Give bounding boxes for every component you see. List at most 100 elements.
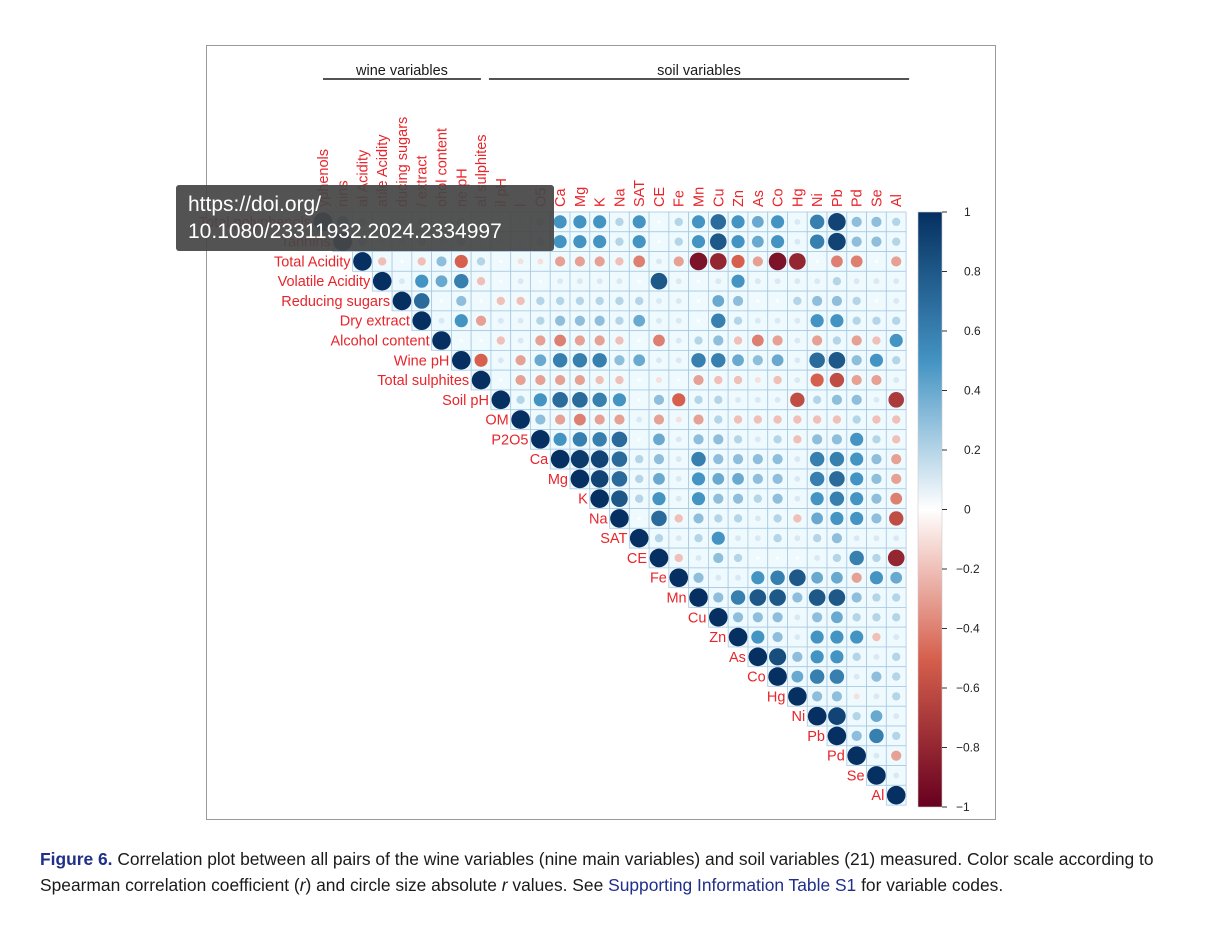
correlation-circle [651,510,667,527]
correlation-circle [537,258,544,265]
correlation-circle [829,669,845,684]
correlation-circle [810,314,824,328]
correlation-circle [892,316,901,325]
correlation-circle [889,511,904,526]
column-label: CE [652,187,668,207]
correlation-circle [873,535,880,542]
correlation-circle [733,553,743,563]
correlation-circle [873,693,880,700]
correlation-circle [830,630,844,644]
correlation-circle [853,673,860,680]
correlation-circle [768,252,787,271]
correlation-circle [872,613,881,622]
column-label: Mg [573,187,589,207]
correlation-circle [831,691,842,702]
correlation-circle [732,473,744,485]
correlation-circle [851,394,862,405]
correlation-circle [552,392,568,408]
colorbar-tick-label: −0.2 [956,562,980,576]
correlation-circle [872,553,881,563]
colorbar-tick-label: −0.8 [956,741,980,755]
correlation-circle [517,278,524,285]
column-label: Ni [810,193,826,207]
colorbar-tick-label: −0.4 [956,622,980,636]
row-label: Mg [548,472,568,488]
correlation-circle [573,235,587,249]
correlation-circle [592,432,607,447]
correlation-circle [753,415,762,424]
correlation-circle [633,354,646,367]
correlation-circle [593,215,607,229]
correlation-circle [756,299,760,303]
correlation-circle [637,338,641,343]
correlation-circle [772,335,783,346]
correlation-circle [615,217,624,227]
correlation-circle [831,434,842,445]
correlation-circle [656,317,662,324]
correlation-circle [788,687,807,706]
supporting-info-link[interactable]: Supporting Information Table S1 [608,875,857,895]
correlation-circle [557,278,564,285]
correlation-circle [652,492,666,506]
correlation-circle [570,450,589,469]
correlation-circle [439,299,444,303]
correlation-circle [497,317,504,324]
correlation-circle [809,669,825,684]
colorbar-tick-label: 0.8 [964,265,981,279]
correlation-circle [517,258,524,265]
correlation-circle [751,630,765,644]
correlation-circle [378,257,387,266]
correlation-circle [832,277,842,286]
correlation-circle [814,278,821,285]
correlation-circle [772,493,783,504]
correlation-circle [733,316,743,325]
correlation-circle [772,612,783,623]
correlation-circle [534,354,547,367]
correlation-circle [594,414,605,425]
doi-tooltip: https://doi.org/ 10.1080/23311932.2024.2… [176,185,554,251]
colorbar-tick-label: −0.6 [956,681,980,695]
correlation-circle [733,415,743,424]
correlation-circle [793,435,802,444]
correlation-circle [693,374,704,386]
correlation-circle [893,634,900,640]
correlation-circle [572,392,588,408]
row-label: Wine pH [394,353,450,369]
row-label: Total Acidity [274,254,351,270]
correlation-circle [830,314,844,328]
correlation-circle [869,728,884,744]
column-label: Zn [731,190,747,207]
correlation-circle [773,435,782,444]
correlation-circle [830,650,844,664]
correlation-circle [892,731,901,741]
correlation-circle [677,378,681,382]
correlation-circle [731,254,745,269]
colorbar-tick-label: 0.2 [964,443,981,457]
correlation-circle [438,317,445,324]
correlation-circle [499,259,503,264]
correlation-circle [812,691,823,702]
correlation-circle [553,215,567,229]
correlation-circle [852,316,861,325]
correlation-circle [871,216,882,227]
group-label: wine variables [355,63,448,79]
correlation-circle [828,707,846,725]
correlation-circle [674,217,683,227]
correlation-circle [516,395,525,404]
correlation-circle [454,254,468,269]
correlation-circle [892,356,901,365]
correlation-circle [794,495,801,502]
correlation-circle [892,435,901,444]
correlation-circle [751,334,764,347]
correlation-circle [893,535,900,542]
correlation-circle [809,471,825,487]
correlation-circle [812,434,823,445]
correlation-circle [772,473,783,484]
correlation-circle [871,513,882,524]
correlation-circle [872,336,881,345]
colorbar-rect [917,211,943,808]
correlation-circle [751,571,765,585]
correlation-circle [774,278,781,285]
correlation-circle [590,470,609,488]
